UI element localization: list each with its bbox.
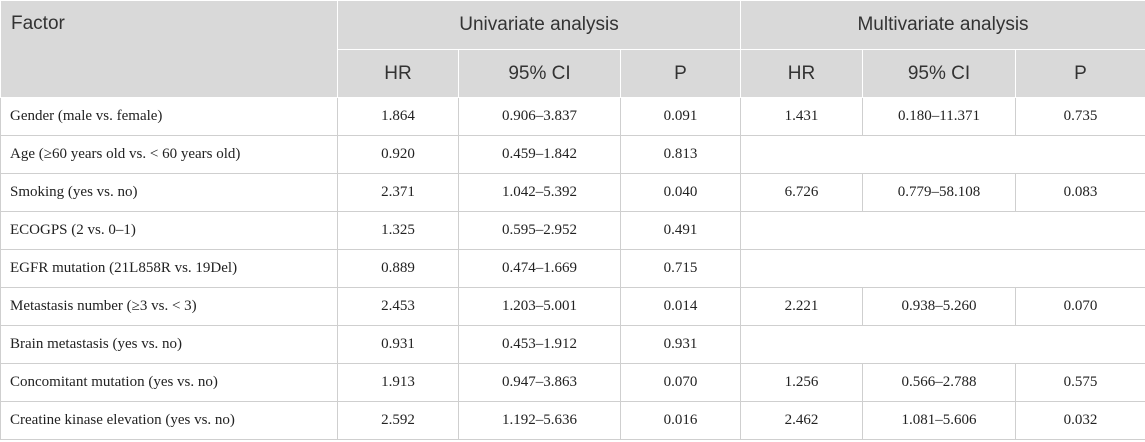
table-row: Smoking (yes vs. no) 2.371 1.042–5.392 0… [0, 173, 1145, 212]
table-row: EGFR mutation (21L858R vs. 19Del) 0.889 … [0, 249, 1145, 288]
header-multivariate: Multivariate analysis [740, 0, 1145, 50]
table-row: Brain metastasis (yes vs. no) 0.931 0.45… [0, 325, 1145, 364]
u-ci-cell: 0.595–2.952 [458, 211, 621, 250]
u-p-cell: 0.014 [619, 287, 742, 326]
m-p-cell: 0.032 [1015, 401, 1145, 440]
m-ci-cell: 1.081–5.606 [862, 401, 1017, 440]
u-ci-cell: 0.947–3.863 [458, 363, 621, 402]
m-p-cell: 0.083 [1015, 173, 1145, 212]
m-p-cell: 0.735 [1015, 97, 1145, 136]
header-m-ci: 95% CI [862, 49, 1017, 98]
u-hr-cell: 1.325 [337, 211, 459, 250]
table-row: ECOGPS (2 vs. 0–1) 1.325 0.595–2.952 0.4… [0, 211, 1145, 250]
table-row: Creatine kinase elevation (yes vs. no) 2… [0, 401, 1145, 440]
u-ci-cell: 1.042–5.392 [458, 173, 621, 212]
multivariate-empty-cell [740, 135, 1145, 174]
u-hr-cell: 1.864 [337, 97, 459, 136]
u-ci-cell: 1.192–5.636 [458, 401, 621, 440]
header-factor: Factor [0, 0, 338, 98]
u-ci-cell: 0.453–1.912 [458, 325, 621, 364]
u-hr-cell: 1.913 [337, 363, 459, 402]
table-row: Concomitant mutation (yes vs. no) 1.913 … [0, 363, 1145, 402]
header-univariate: Univariate analysis [336, 0, 742, 50]
factor-cell: Smoking (yes vs. no) [0, 173, 338, 212]
m-ci-cell: 0.938–5.260 [862, 287, 1017, 326]
table-row: Gender (male vs. female) 1.864 0.906–3.8… [0, 97, 1145, 136]
header-u-p: P [619, 49, 742, 98]
u-p-cell: 0.931 [619, 325, 742, 364]
m-p-cell: 0.070 [1015, 287, 1145, 326]
u-ci-cell: 0.459–1.842 [458, 135, 621, 174]
u-p-cell: 0.715 [619, 249, 742, 288]
m-p-cell: 0.575 [1015, 363, 1145, 402]
m-ci-cell: 0.180–11.371 [862, 97, 1017, 136]
u-hr-cell: 2.592 [337, 401, 459, 440]
multivariate-empty-cell [740, 325, 1145, 364]
u-hr-cell: 0.889 [337, 249, 459, 288]
u-p-cell: 0.016 [619, 401, 742, 440]
header-u-hr: HR [337, 49, 459, 98]
multivariate-empty-cell [740, 249, 1145, 288]
table-body: Gender (male vs. female) 1.864 0.906–3.8… [0, 97, 1145, 440]
m-hr-cell: 2.221 [740, 287, 864, 326]
u-hr-cell: 0.931 [337, 325, 459, 364]
header-m-p: P [1015, 49, 1145, 98]
u-p-cell: 0.040 [619, 173, 742, 212]
u-p-cell: 0.813 [619, 135, 742, 174]
factor-cell: Creatine kinase elevation (yes vs. no) [0, 401, 338, 440]
factor-cell: Gender (male vs. female) [0, 97, 338, 136]
u-p-cell: 0.070 [619, 363, 742, 402]
table-row: Metastasis number (≥3 vs. < 3) 2.453 1.2… [0, 287, 1145, 326]
m-ci-cell: 0.779–58.108 [862, 173, 1017, 212]
table-row: Age (≥60 years old vs. < 60 years old) 0… [0, 135, 1145, 174]
factor-cell: EGFR mutation (21L858R vs. 19Del) [0, 249, 338, 288]
factor-cell: ECOGPS (2 vs. 0–1) [0, 211, 338, 250]
m-hr-cell: 1.256 [740, 363, 864, 402]
u-ci-cell: 0.474–1.669 [458, 249, 621, 288]
m-ci-cell: 0.566–2.788 [862, 363, 1017, 402]
u-hr-cell: 2.453 [337, 287, 459, 326]
u-ci-cell: 1.203–5.001 [458, 287, 621, 326]
m-hr-cell: 6.726 [740, 173, 864, 212]
u-hr-cell: 2.371 [337, 173, 459, 212]
factor-cell: Metastasis number (≥3 vs. < 3) [0, 287, 338, 326]
header-u-ci: 95% CI [458, 49, 621, 98]
m-hr-cell: 1.431 [740, 97, 864, 136]
u-p-cell: 0.491 [619, 211, 742, 250]
factor-cell: Concomitant mutation (yes vs. no) [0, 363, 338, 402]
factor-cell: Age (≥60 years old vs. < 60 years old) [0, 135, 338, 174]
u-p-cell: 0.091 [619, 97, 742, 136]
table-header: Factor Univariate analysis Multivariate … [0, 0, 1145, 98]
multivariate-empty-cell [740, 211, 1145, 250]
m-hr-cell: 2.462 [740, 401, 864, 440]
u-hr-cell: 0.920 [337, 135, 459, 174]
factor-cell: Brain metastasis (yes vs. no) [0, 325, 338, 364]
u-ci-cell: 0.906–3.837 [458, 97, 621, 136]
header-m-hr: HR [740, 49, 864, 98]
